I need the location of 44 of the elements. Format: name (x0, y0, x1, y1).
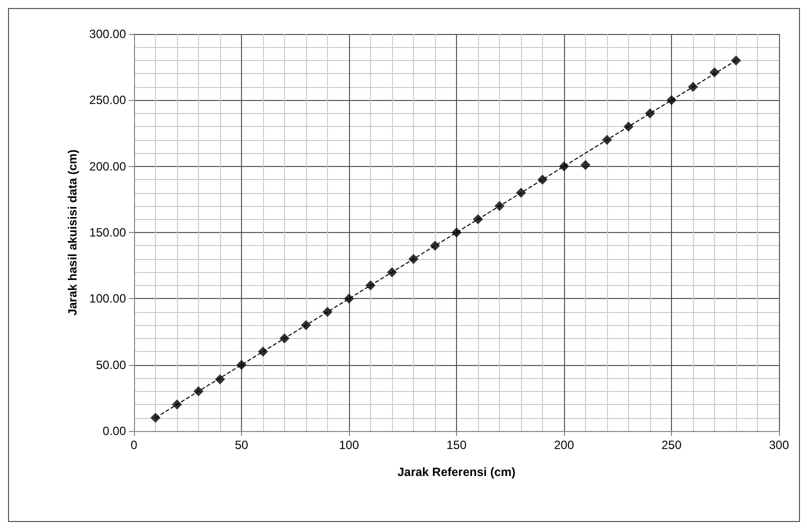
point (215, 374, 225, 384)
x-tick-label: 0 (130, 438, 138, 452)
y-tick-label: 50.00 (96, 358, 126, 372)
point (150, 412, 160, 423)
y-tick-label: 200.00 (89, 159, 126, 174)
point (194, 386, 204, 396)
y-tick-label: 100.00 (89, 292, 126, 306)
y-tick-label: 250.00 (89, 93, 126, 108)
y-axis-title: Jarak hasil akuisisi data (cm) (65, 149, 80, 316)
point (538, 174, 548, 185)
point (688, 82, 698, 92)
point (430, 240, 440, 251)
point (452, 228, 462, 238)
point (301, 320, 311, 330)
x-tick-label: 150 (446, 438, 467, 452)
x-tick-label: 50 (234, 438, 248, 452)
point (516, 188, 526, 198)
point (602, 134, 612, 145)
point (473, 214, 483, 224)
point (710, 67, 720, 78)
x-tick-label: 100 (338, 438, 360, 452)
y-tick-label: 150.00 (89, 226, 126, 240)
point (580, 160, 590, 170)
point (731, 55, 741, 66)
y-tick-label: 300.00 (89, 27, 126, 41)
point (258, 346, 268, 357)
point (494, 201, 504, 212)
point (322, 306, 332, 317)
point (366, 280, 376, 290)
x-axis-title: Jarak Referensi (cm) (397, 465, 516, 479)
point (280, 333, 290, 344)
y-tick-label: 0.00 (102, 424, 126, 438)
point (408, 254, 418, 264)
point (236, 360, 246, 370)
point (559, 161, 569, 172)
point (344, 294, 354, 304)
x-tick-label: 300 (768, 438, 790, 452)
point (624, 122, 634, 132)
point (645, 108, 655, 118)
x-tick-label: 200 (554, 438, 574, 452)
x-tick-label: 250 (661, 438, 682, 452)
point (666, 95, 676, 106)
point (387, 267, 397, 278)
point (172, 400, 182, 410)
